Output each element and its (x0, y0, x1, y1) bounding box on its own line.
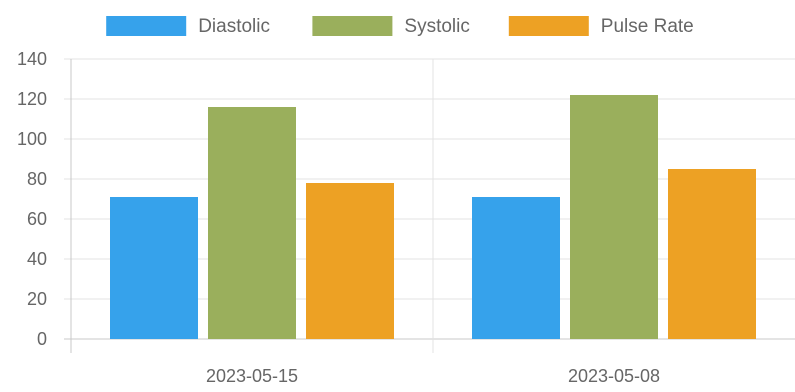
bar-systolic-2023-05-15[interactable] (208, 107, 296, 339)
bar-diastolic-2023-05-15[interactable] (110, 197, 198, 339)
y-tick-label: 80 (27, 169, 47, 189)
bar-pulse-rate-2023-05-15[interactable] (306, 183, 394, 339)
x-tick-label: 2023-05-15 (206, 366, 298, 386)
y-tick-label: 140 (17, 49, 47, 69)
y-tick-label: 40 (27, 249, 47, 269)
bars (110, 95, 756, 339)
y-tick-label: 60 (27, 209, 47, 229)
legend-label-pulse-rate[interactable]: Pulse Rate (601, 16, 694, 37)
y-tick-label: 100 (17, 129, 47, 149)
bar-pulse-rate-2023-05-08[interactable] (668, 169, 756, 339)
y-tick-label: 120 (17, 89, 47, 109)
legend-swatch-pulse-rate[interactable] (508, 16, 589, 36)
y-tick-label: 0 (37, 329, 47, 349)
legend[interactable]: Diastolic Systolic Pulse Rate (106, 16, 694, 37)
bar-systolic-2023-05-08[interactable] (570, 95, 658, 339)
axes: 0 20 40 60 80 100 120 140 2023-05-15 2023-05-08 (17, 49, 660, 386)
x-tick-label: 2023-05-08 (568, 366, 660, 386)
legend-label-systolic[interactable]: Systolic (404, 16, 469, 37)
legend-swatch-diastolic[interactable] (106, 16, 187, 36)
bar-diastolic-2023-05-08[interactable] (472, 197, 560, 339)
y-tick-label: 20 (27, 289, 47, 309)
legend-label-diastolic[interactable]: Diastolic (198, 16, 270, 37)
legend-swatch-systolic[interactable] (312, 16, 393, 36)
